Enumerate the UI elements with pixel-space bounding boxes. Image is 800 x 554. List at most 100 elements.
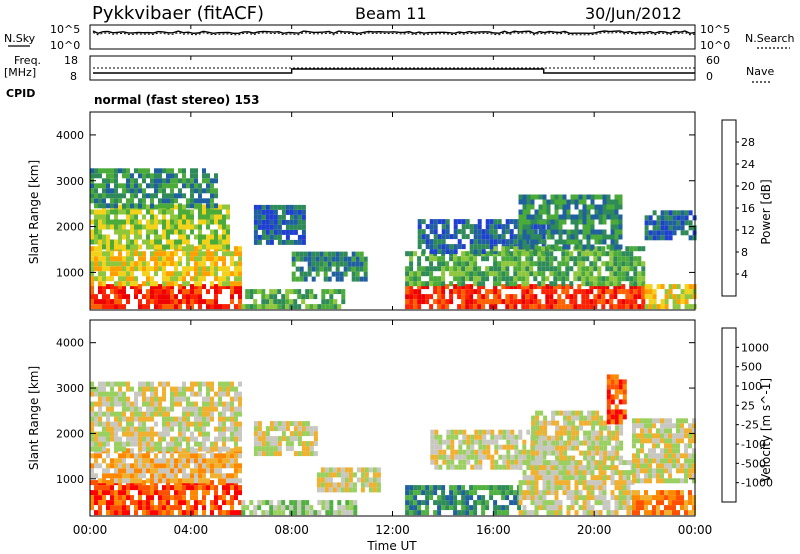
heatmap-cell — [538, 219, 543, 225]
heatmap-cell — [154, 193, 158, 199]
heatmap-cell — [277, 505, 282, 511]
heatmap-cell — [490, 454, 495, 460]
heatmap-cell — [98, 289, 102, 295]
heatmap-cell — [618, 224, 623, 230]
heatmap-cell — [293, 436, 298, 442]
heatmap-cell — [525, 251, 530, 257]
heatmap-cell — [656, 220, 661, 226]
heatmap-cell — [497, 239, 502, 245]
heatmap-cell — [309, 505, 314, 511]
heatmap-cell — [253, 451, 258, 457]
heatmap-cell — [238, 294, 242, 300]
heatmap-cell — [190, 386, 194, 392]
heatmap-cell — [664, 423, 668, 429]
heatmap-cell — [632, 433, 636, 439]
heatmap-cell — [198, 406, 202, 412]
heatmap-cell — [94, 510, 98, 516]
heatmap-cell — [648, 220, 653, 226]
heatmap-cell — [668, 500, 672, 506]
heatmap-cell — [652, 220, 657, 226]
heatmap-cell — [126, 219, 130, 225]
heatmap-cell — [222, 234, 226, 240]
heatmap-cell — [321, 505, 326, 511]
heatmap-cell — [490, 459, 495, 465]
heatmap-cell — [660, 299, 665, 305]
heatmap-cell — [531, 435, 536, 441]
heatmap-cell — [289, 446, 294, 452]
heatmap-cell — [277, 234, 282, 240]
heatmap-cell — [154, 214, 158, 220]
heatmap-cell — [348, 472, 353, 478]
heatmap-cell — [518, 495, 523, 501]
heatmap-cell — [505, 304, 510, 310]
heatmap-cell — [582, 510, 587, 516]
heatmap-cell — [368, 477, 373, 483]
heatmap-cell — [206, 304, 210, 310]
heatmap-cell — [433, 249, 438, 255]
heatmap-cell — [138, 458, 142, 464]
heatmap-cell — [469, 299, 474, 305]
heatmap-cell — [269, 299, 274, 305]
heatmap-cell — [198, 416, 202, 422]
heatmap-cell — [122, 229, 126, 235]
heatmap-cell — [202, 178, 206, 184]
heatmap-cell — [598, 194, 603, 200]
heatmap-cell — [182, 219, 186, 225]
heatmap-cell — [417, 490, 422, 496]
heatmap-cell — [538, 194, 543, 200]
heatmap-cell — [303, 256, 308, 262]
heatmap-cell — [590, 234, 595, 240]
heatmap-cell — [230, 448, 234, 454]
heatmap-cell — [150, 478, 154, 484]
heatmap-cell — [573, 294, 578, 300]
heatmap-cell — [122, 188, 126, 194]
heatmap-cell — [534, 490, 539, 496]
heatmap-cell — [570, 460, 575, 466]
heatmap-cell — [632, 428, 636, 434]
heatmap-cell — [162, 229, 166, 235]
heatmap-cell — [94, 234, 98, 240]
heatmap-cell — [106, 193, 110, 199]
heatmap-cell — [558, 219, 563, 225]
heatmap-cell — [166, 251, 170, 257]
nave-label: Nave — [746, 65, 774, 78]
heatmap-cell — [598, 465, 603, 471]
colorbar-tick-label: -100 — [741, 438, 766, 451]
heatmap-cell — [218, 386, 222, 392]
heatmap-cell — [586, 244, 591, 250]
heatmap-cell — [587, 430, 592, 436]
heatmap-cell — [118, 239, 122, 245]
heatmap-cell — [489, 271, 494, 277]
heatmap-cell — [114, 203, 118, 209]
heatmap-cell — [570, 214, 575, 220]
heatmap-cell — [359, 251, 364, 257]
heatmap-cell — [190, 193, 194, 199]
heatmap-cell — [234, 276, 238, 282]
heatmap-cell — [606, 409, 611, 415]
heatmap-cell — [676, 453, 680, 459]
heatmap-cell — [186, 473, 190, 479]
heatmap-cell — [98, 234, 102, 240]
heatmap-cell — [190, 168, 194, 174]
heatmap-cell — [218, 396, 222, 402]
heatmap-cell — [102, 386, 106, 392]
heatmap-cell — [285, 234, 290, 240]
heatmap-cell — [323, 271, 328, 277]
heatmap-cell — [573, 289, 578, 295]
heatmap-cell — [154, 391, 158, 397]
heatmap-cell — [349, 500, 354, 506]
heatmap-cell — [166, 281, 170, 287]
heatmap-cell — [206, 188, 210, 194]
heatmap-cell — [206, 178, 210, 184]
heatmap-cell — [454, 449, 459, 455]
heatmap-cell — [598, 495, 603, 501]
heatmap-cell — [632, 510, 636, 516]
heatmap-cell — [323, 276, 328, 282]
heatmap-cell — [349, 505, 354, 511]
heatmap-cell — [106, 168, 110, 174]
heatmap-cell — [684, 284, 689, 290]
heatmap-cell — [170, 178, 174, 184]
heatmap-cell — [537, 284, 542, 290]
heatmap-cell — [154, 284, 158, 290]
heatmap-cell — [114, 416, 118, 422]
